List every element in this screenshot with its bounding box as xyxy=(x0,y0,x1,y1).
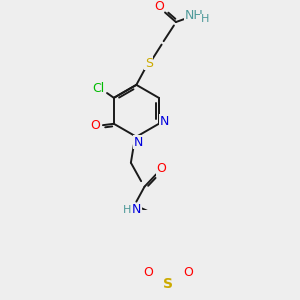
Text: O: O xyxy=(183,266,193,279)
Text: O: O xyxy=(91,119,100,132)
Text: N: N xyxy=(132,203,141,216)
Text: O: O xyxy=(154,0,164,13)
Text: S: S xyxy=(145,56,153,70)
Text: H: H xyxy=(200,14,209,24)
Text: N: N xyxy=(160,115,169,128)
Text: O: O xyxy=(144,266,154,279)
Text: S: S xyxy=(164,277,173,291)
Text: H: H xyxy=(123,205,131,215)
Text: O: O xyxy=(157,162,166,176)
Text: NH: NH xyxy=(184,9,203,22)
Text: N: N xyxy=(134,136,143,149)
Text: Cl: Cl xyxy=(93,82,105,95)
